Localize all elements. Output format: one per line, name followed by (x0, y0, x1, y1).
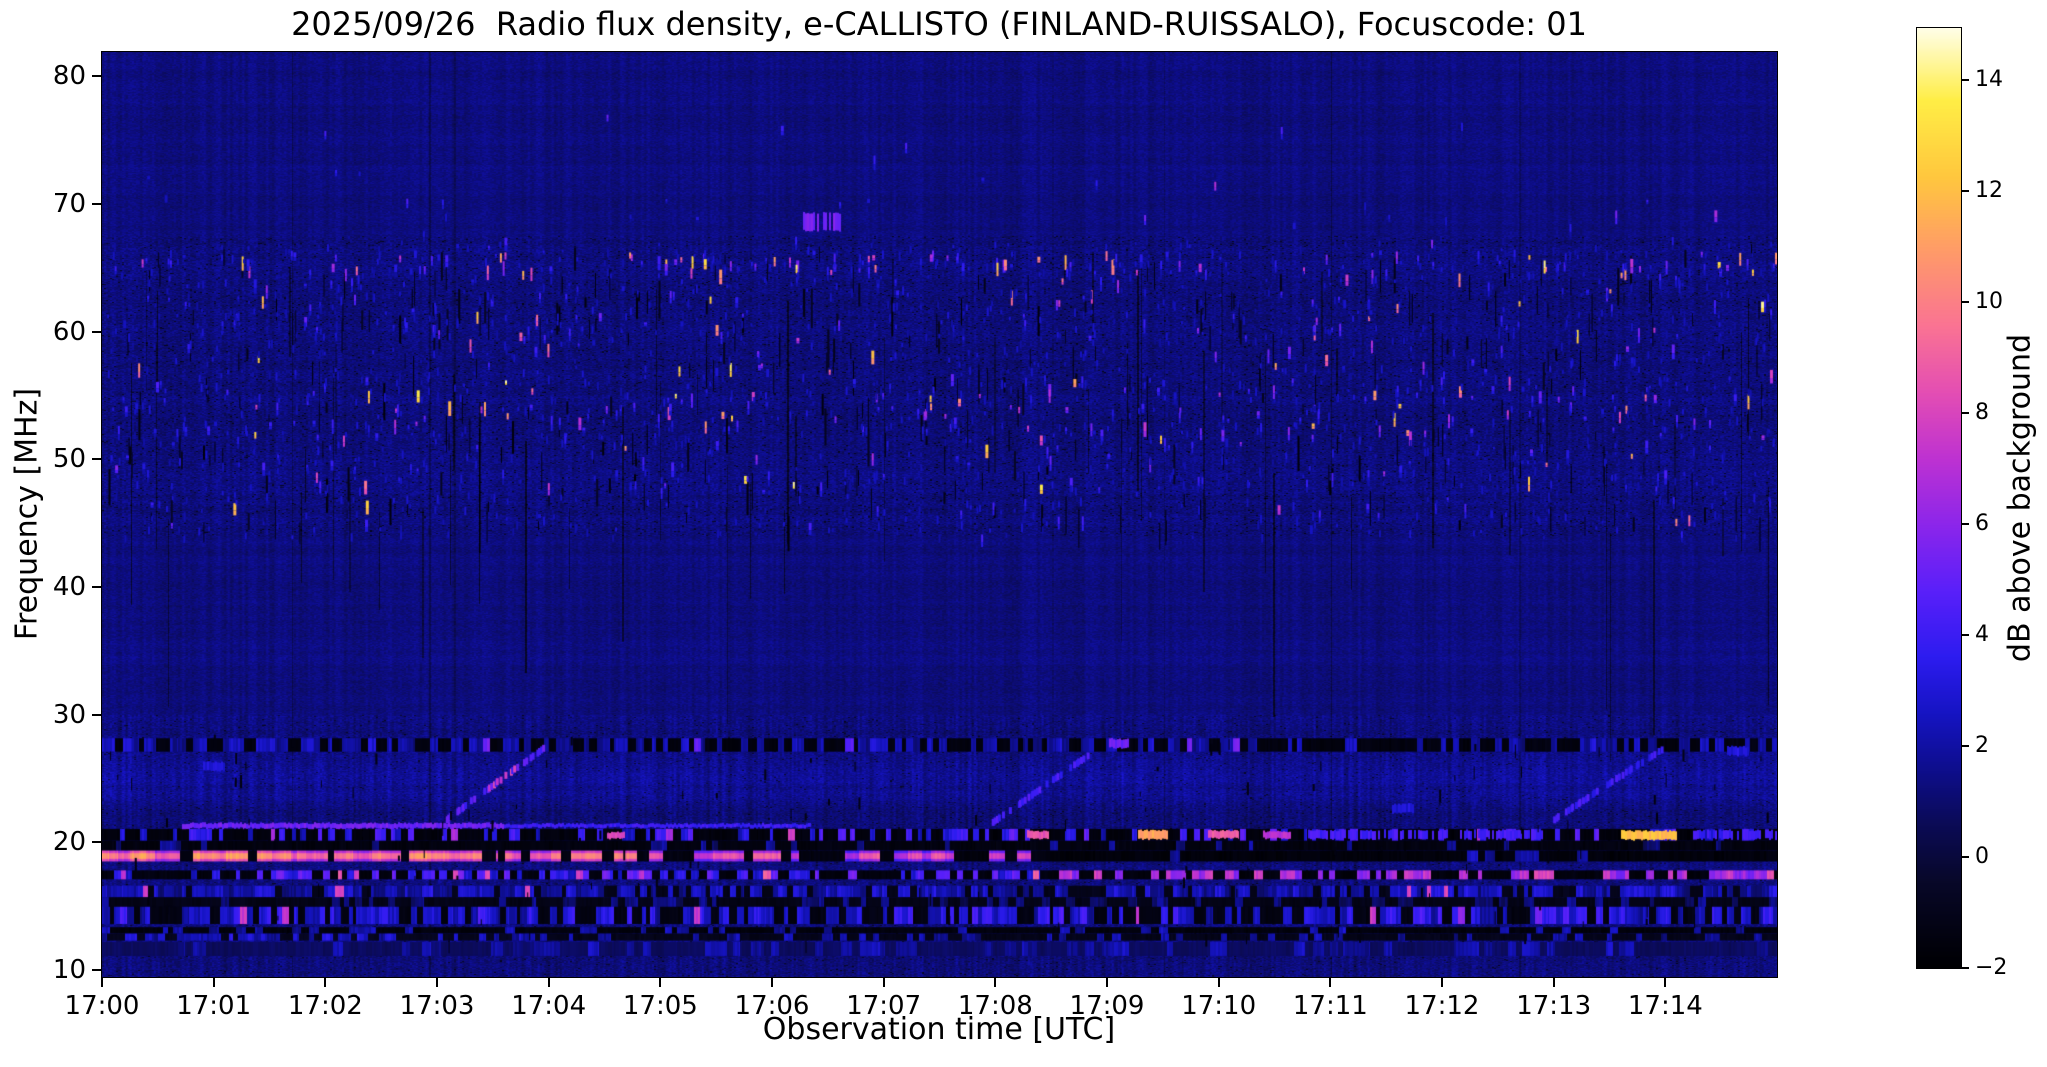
page-title: 2025/09/26 Radio flux density, e-CALLIST… (291, 5, 1587, 43)
x-tick-label: 17:03 (399, 991, 475, 1021)
colorbar (1916, 27, 1962, 969)
x-tick-mark (882, 978, 885, 987)
x-tick-mark (212, 978, 215, 987)
colorbar-tick-label: −2 (1975, 955, 2008, 980)
colorbar-tick-label: 8 (1975, 400, 1989, 426)
colorbar-label: dB above background (2002, 333, 2038, 663)
colorbar-tick-label: 0 (1975, 844, 1989, 870)
plot-area (101, 51, 1778, 978)
colorbar-tick-mark (1962, 523, 1969, 526)
y-tick-label: 20 (52, 827, 86, 858)
y-tick-mark (92, 585, 101, 588)
colorbar-tick-label: 14 (1975, 67, 2003, 93)
x-tick-mark (1441, 978, 1443, 987)
y-tick-mark (92, 713, 101, 716)
colorbar-tick-mark (1962, 745, 1969, 748)
x-tick-mark (436, 978, 438, 987)
y-tick-label: 10 (52, 954, 86, 985)
x-tick-mark (101, 978, 103, 987)
y-tick-label: 30 (52, 699, 86, 730)
colorbar-tick-label: 6 (1975, 511, 1989, 537)
y-tick-label: 50 (52, 444, 86, 475)
x-tick-label: 17:11 (1292, 991, 1368, 1021)
colorbar-tick-label: 2 (1975, 733, 1989, 759)
x-tick-mark (1552, 978, 1555, 987)
x-tick-mark (1217, 978, 1220, 987)
x-tick-label: 17:07 (846, 991, 922, 1021)
colorbar-tick-mark (1962, 967, 1969, 969)
y-tick-mark (92, 330, 101, 333)
x-tick-label: 17:08 (957, 991, 1033, 1021)
colorbar-tick-mark (1962, 190, 1969, 193)
x-tick-label: 17:13 (1516, 991, 1592, 1021)
x-tick-label: 17:09 (1069, 991, 1145, 1021)
x-tick-mark (771, 978, 773, 987)
y-tick-mark (92, 202, 101, 205)
spectrogram-canvas (102, 52, 1777, 977)
y-tick-mark (92, 75, 101, 78)
colorbar-tick-mark (1962, 856, 1969, 859)
y-tick-mark (92, 458, 101, 461)
x-tick-mark (1329, 978, 1332, 987)
colorbar-tick-label: 12 (1975, 178, 2003, 204)
x-tick-mark (659, 978, 662, 987)
y-tick-mark (92, 968, 101, 971)
colorbar-canvas (1917, 28, 1961, 968)
x-tick-label: 17:10 (1181, 991, 1257, 1021)
colorbar-tick-mark (1962, 412, 1969, 415)
x-tick-mark (1106, 978, 1108, 987)
x-tick-label: 17:04 (511, 991, 587, 1021)
colorbar-tick-label: 4 (1975, 622, 1989, 648)
x-tick-label: 17:05 (622, 991, 698, 1021)
colorbar-tick-mark (1962, 301, 1969, 304)
x-tick-mark (1664, 978, 1667, 987)
y-tick-mark (92, 841, 101, 844)
y-tick-label: 70 (52, 188, 86, 219)
x-tick-mark (994, 978, 997, 987)
x-tick-label: 17:12 (1404, 991, 1480, 1021)
x-tick-mark (324, 978, 327, 987)
x-axis-label: Observation time [UTC] (762, 1012, 1116, 1047)
y-tick-label: 80 (52, 61, 86, 92)
colorbar-tick-mark (1962, 634, 1969, 637)
colorbar-tick-label: 10 (1975, 289, 2003, 315)
colorbar-tick-mark (1962, 79, 1969, 82)
x-tick-label: 17:14 (1627, 991, 1703, 1021)
y-tick-label: 60 (52, 316, 86, 347)
x-tick-mark (547, 978, 550, 987)
y-tick-label: 40 (52, 571, 86, 602)
x-tick-label: 17:06 (734, 991, 810, 1021)
x-tick-label: 17:02 (287, 991, 363, 1021)
x-tick-label: 17:00 (64, 991, 140, 1021)
x-tick-label: 17:01 (176, 991, 252, 1021)
